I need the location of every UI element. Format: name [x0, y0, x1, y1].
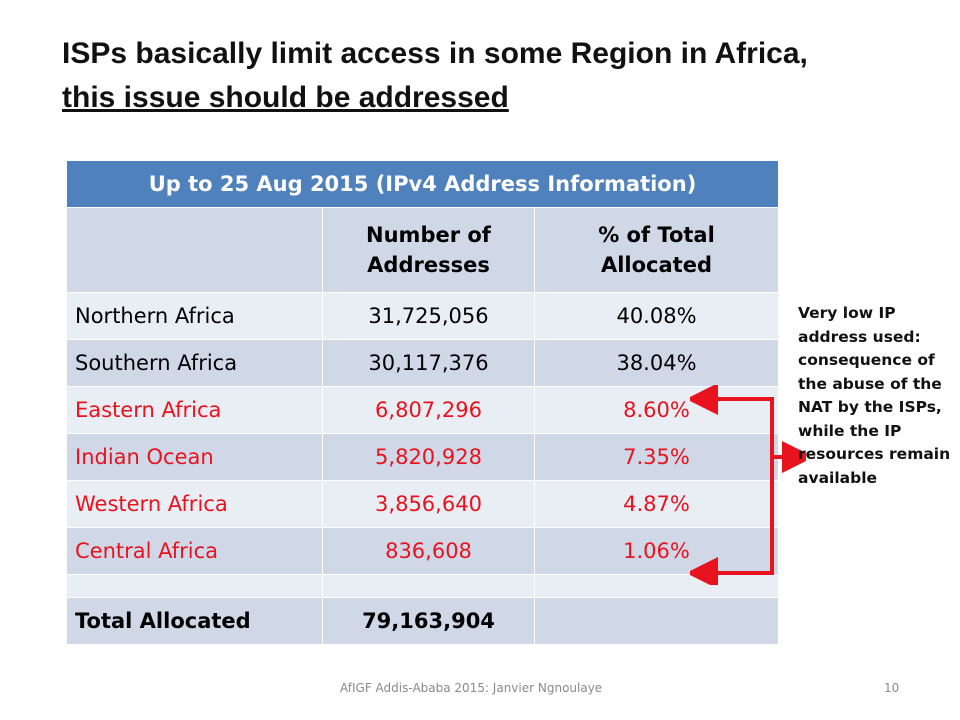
- empty-cell: [322, 574, 535, 598]
- ipv4-address-table: Up to 25 Aug 2015 (IPv4 Address Informat…: [66, 160, 779, 645]
- table-row: Eastern Africa 6,807,296 8.60%: [66, 386, 779, 434]
- annotation-text: Very low IP address used: consequence of…: [798, 304, 951, 487]
- total-label: Total Allocated: [66, 597, 323, 645]
- addresses-cell: 3,856,640: [322, 480, 535, 528]
- table-row: Southern Africa 30,117,376 38.04%: [66, 339, 779, 387]
- total-percent: [534, 597, 779, 645]
- region-cell: Southern Africa: [66, 339, 323, 387]
- table-banner: Up to 25 Aug 2015 (IPv4 Address Informat…: [66, 160, 779, 208]
- region-cell: Eastern Africa: [66, 386, 323, 434]
- bracket-arrow-lines: [690, 385, 806, 585]
- addresses-cell: 836,608: [322, 527, 535, 575]
- slide-footer: AfIGF Addis-Ababa 2015: Janvier Ngnoulay…: [340, 681, 603, 695]
- column-header-percent: % of Total Allocated: [534, 207, 779, 293]
- percent-cell: 8.60%: [534, 386, 779, 434]
- spacer-row: [66, 574, 779, 598]
- table-row: Western Africa 3,856,640 4.87%: [66, 480, 779, 528]
- addresses-cell: 31,725,056: [322, 292, 535, 340]
- total-row: Total Allocated 79,163,904: [66, 597, 779, 645]
- table-row: Indian Ocean 5,820,928 7.35%: [66, 433, 779, 481]
- bracket-arrow-icon: [690, 385, 806, 585]
- table-row: Central Africa 836,608 1.06%: [66, 527, 779, 575]
- region-cell: Central Africa: [66, 527, 323, 575]
- region-cell: Northern Africa: [66, 292, 323, 340]
- title-line-1: ISPs basically limit access in some Regi…: [62, 37, 808, 70]
- column-header-addresses: Number of Addresses: [322, 207, 535, 293]
- addresses-cell: 6,807,296: [322, 386, 535, 434]
- table-row: Northern Africa 31,725,056 40.08%: [66, 292, 779, 340]
- column-header-region: [66, 207, 323, 293]
- total-addresses: 79,163,904: [322, 597, 535, 645]
- percent-cell: 7.35%: [534, 433, 779, 481]
- addresses-cell: 5,820,928: [322, 433, 535, 481]
- page-number: 10: [884, 681, 900, 695]
- column-header-row: Number of Addresses % of Total Allocated: [66, 207, 779, 293]
- percent-cell: 1.06%: [534, 527, 779, 575]
- region-cell: Indian Ocean: [66, 433, 323, 481]
- region-cell: Western Africa: [66, 480, 323, 528]
- empty-cell: [66, 574, 323, 598]
- addresses-cell: 30,117,376: [322, 339, 535, 387]
- slide-title: ISPs basically limit access in some Regi…: [62, 32, 922, 119]
- title-line-2: this issue should be addressed: [62, 80, 509, 114]
- percent-cell: 38.04%: [534, 339, 779, 387]
- percent-cell: 40.08%: [534, 292, 779, 340]
